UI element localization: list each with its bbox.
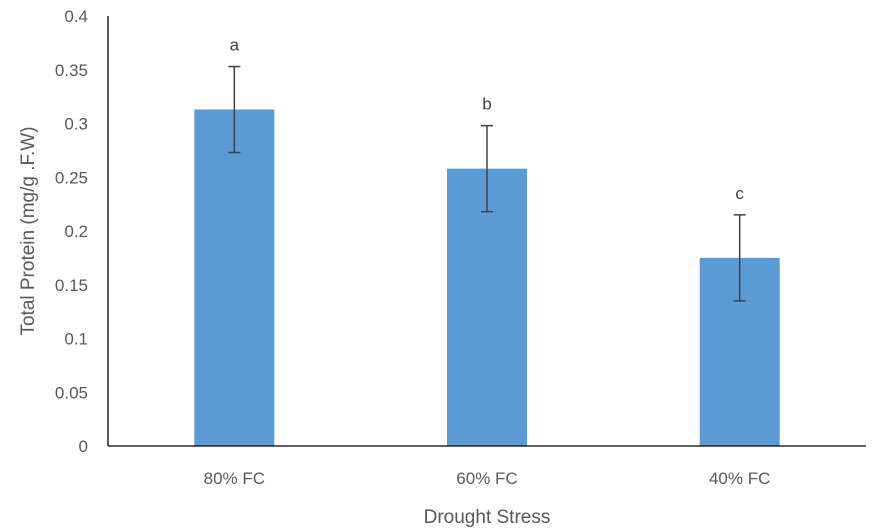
x-tick-label: 60% FC xyxy=(456,469,517,488)
y-tick-label: 0.3 xyxy=(64,115,88,134)
y-axis-ticks: 0 0.05 0.1 0.15 0.2 0.25 0.3 0.35 0.4 xyxy=(55,7,88,456)
x-tick-label: 40% FC xyxy=(709,469,770,488)
significance-label: a xyxy=(230,36,240,55)
y-tick-label: 0.05 xyxy=(55,383,88,402)
y-tick-label: 0.25 xyxy=(55,168,88,187)
x-tick-label: 80% FC xyxy=(204,469,265,488)
y-tick-label: 0.2 xyxy=(64,222,88,241)
significance-labels: a b c xyxy=(230,36,745,203)
significance-label: b xyxy=(482,95,491,114)
y-tick-label: 0.35 xyxy=(55,61,88,80)
bar xyxy=(447,168,527,446)
bar xyxy=(194,109,275,447)
bars xyxy=(194,109,780,447)
y-tick-label: 0.1 xyxy=(64,330,88,349)
x-axis-ticks: 80% FC 60% FC 40% FC xyxy=(204,469,771,488)
y-tick-label: 0 xyxy=(79,437,88,456)
y-axis-title: Total Protein (mg/g .F.W) xyxy=(18,126,39,335)
significance-label: c xyxy=(735,184,744,203)
error-bars xyxy=(228,65,746,302)
y-tick-label: 0.15 xyxy=(55,276,88,295)
x-axis-title: Drought Stress xyxy=(424,507,551,528)
y-tick-label: 0.4 xyxy=(64,7,88,26)
